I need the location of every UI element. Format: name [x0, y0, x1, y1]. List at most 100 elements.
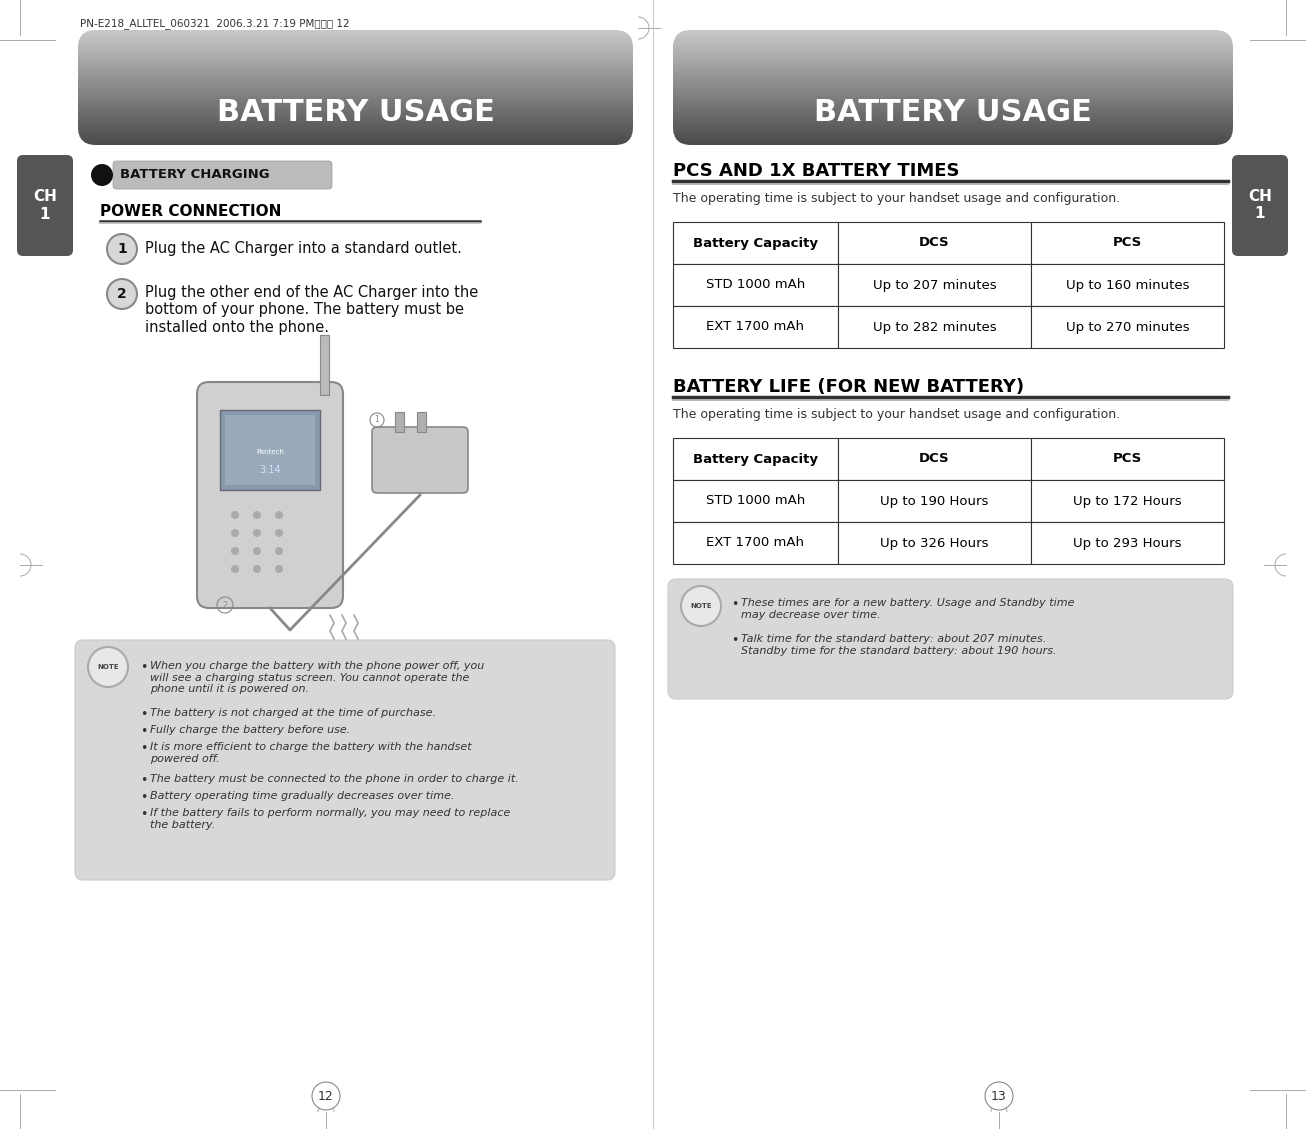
Bar: [673, 55, 1233, 58]
Bar: [673, 129, 1233, 131]
Bar: [673, 91, 1233, 94]
Text: Up to 172 Hours: Up to 172 Hours: [1074, 495, 1182, 508]
Bar: [78, 104, 633, 105]
Bar: [673, 36, 1233, 37]
Bar: [78, 79, 633, 81]
Bar: [78, 96, 633, 98]
Text: The operating time is subject to your handset usage and configuration.: The operating time is subject to your ha…: [673, 192, 1121, 205]
Text: Up to 326 Hours: Up to 326 Hours: [880, 536, 989, 550]
Bar: [673, 110, 1233, 111]
Bar: [673, 139, 1233, 141]
Bar: [673, 142, 1233, 145]
Bar: [78, 73, 633, 75]
Bar: [78, 106, 633, 108]
Bar: [673, 63, 1233, 65]
Bar: [78, 52, 633, 53]
Bar: [78, 60, 633, 62]
Bar: [673, 111, 1233, 113]
Bar: [673, 47, 1233, 50]
Text: •: •: [140, 742, 148, 755]
Text: PCS AND 1X BATTERY TIMES: PCS AND 1X BATTERY TIMES: [673, 161, 960, 180]
Text: 1: 1: [375, 415, 379, 425]
Bar: [673, 30, 1233, 32]
Bar: [78, 110, 633, 111]
Bar: [78, 89, 633, 90]
Bar: [838, 438, 1030, 480]
Bar: [673, 90, 1233, 93]
Bar: [673, 102, 1233, 104]
Text: CH
1: CH 1: [1249, 189, 1272, 221]
Bar: [673, 71, 1233, 73]
Bar: [78, 63, 633, 65]
Bar: [78, 68, 633, 69]
Bar: [673, 62, 1233, 63]
Text: •: •: [140, 725, 148, 738]
Text: •: •: [140, 708, 148, 721]
Text: Plug the other end of the AC Charger into the
bottom of your phone. The battery : Plug the other end of the AC Charger int…: [145, 285, 478, 335]
Bar: [673, 70, 1233, 72]
Bar: [673, 60, 1233, 62]
FancyBboxPatch shape: [74, 640, 615, 879]
Bar: [78, 46, 633, 47]
Bar: [673, 80, 1233, 82]
Text: •: •: [731, 598, 738, 611]
Text: The operating time is subject to your handset usage and configuration.: The operating time is subject to your ha…: [673, 408, 1121, 421]
Bar: [673, 89, 1233, 90]
Text: It is more efficient to charge the battery with the handset
powered off.: It is more efficient to charge the batte…: [150, 742, 471, 763]
Text: 12: 12: [319, 1089, 334, 1103]
Bar: [78, 54, 633, 56]
Bar: [78, 112, 633, 114]
Bar: [78, 76, 633, 78]
Circle shape: [985, 1082, 1013, 1110]
Bar: [673, 50, 1233, 52]
Circle shape: [253, 546, 261, 555]
Bar: [78, 120, 633, 121]
Bar: [673, 58, 1233, 59]
Bar: [673, 49, 1233, 51]
Bar: [673, 115, 1233, 116]
Bar: [838, 264, 1030, 306]
Text: Up to 160 minutes: Up to 160 minutes: [1066, 279, 1190, 291]
Bar: [78, 71, 633, 73]
Bar: [673, 128, 1233, 130]
Bar: [78, 69, 633, 71]
Bar: [78, 62, 633, 63]
Bar: [78, 50, 633, 52]
Bar: [673, 107, 1233, 110]
Text: 3:14: 3:14: [259, 465, 281, 475]
Bar: [225, 415, 315, 485]
Bar: [673, 97, 1233, 99]
Text: NOTE: NOTE: [690, 603, 712, 609]
Text: DCS: DCS: [919, 453, 949, 465]
Bar: [673, 85, 1233, 87]
Text: •: •: [140, 774, 148, 787]
Bar: [1030, 522, 1224, 564]
Bar: [1030, 264, 1224, 306]
Bar: [673, 132, 1233, 134]
Bar: [673, 113, 1233, 115]
Bar: [673, 126, 1233, 129]
Bar: [78, 131, 633, 132]
Bar: [673, 38, 1233, 41]
Bar: [673, 438, 838, 480]
Circle shape: [231, 511, 239, 519]
FancyBboxPatch shape: [17, 155, 73, 256]
Bar: [673, 117, 1233, 120]
Bar: [1030, 480, 1224, 522]
Bar: [673, 264, 838, 306]
Bar: [78, 111, 633, 113]
Bar: [78, 33, 633, 35]
Bar: [673, 46, 1233, 47]
Bar: [78, 30, 633, 32]
Bar: [78, 113, 633, 115]
Bar: [673, 522, 838, 564]
Bar: [838, 480, 1030, 522]
Text: When you charge the battery with the phone power off, you
will see a charging st: When you charge the battery with the pho…: [150, 660, 485, 694]
FancyBboxPatch shape: [372, 427, 468, 493]
Bar: [673, 34, 1233, 36]
Bar: [78, 43, 633, 45]
Bar: [78, 36, 633, 37]
Circle shape: [253, 564, 261, 574]
Bar: [78, 85, 633, 87]
Bar: [219, 410, 320, 490]
